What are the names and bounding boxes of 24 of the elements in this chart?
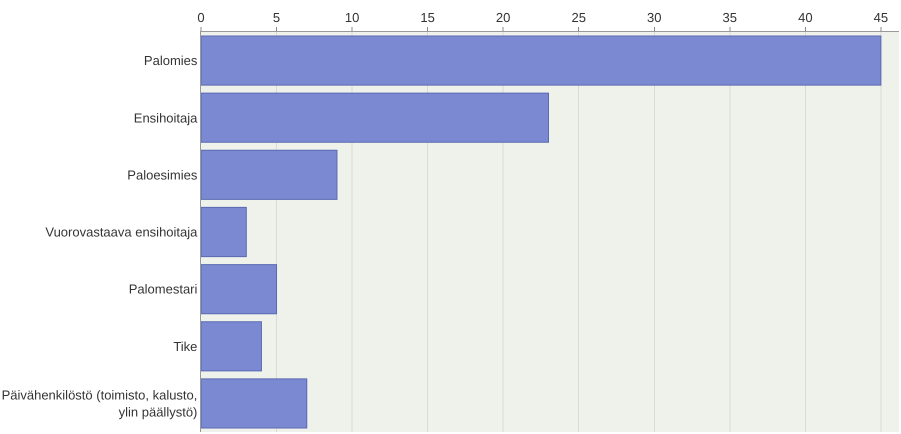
y-tick-label: Palomies (144, 53, 198, 68)
bar (201, 92, 549, 143)
x-tick-label: 40 (798, 10, 813, 25)
x-tick-label: 25 (571, 10, 586, 25)
y-tick-label: Tike (173, 338, 198, 354)
bar (201, 206, 247, 258)
y-tick-label: Ensihoitaja (134, 110, 198, 126)
bar (201, 321, 262, 372)
bar (201, 264, 278, 314)
x-tick-label: 20 (496, 10, 510, 25)
x-tick-label: 10 (344, 10, 360, 25)
bar (201, 378, 308, 428)
x-tick-label: 5 (272, 10, 280, 25)
x-tick-label: 30 (647, 10, 662, 25)
y-tick-label: Palomestari (128, 282, 198, 297)
y-tick-label: Päivähenkilöstö (toimisto, kalusto, ylin päällystö) (2, 388, 198, 420)
y-tick-label: Paloesimies (127, 167, 198, 182)
bar (201, 150, 338, 200)
y-tick-label: Vuorovastaava ensihoitaja (45, 224, 198, 240)
x-tick-label: 0 (197, 10, 205, 25)
x-tick-label: 15 (420, 10, 435, 25)
x-tick-label: 35 (722, 10, 738, 25)
bar (201, 36, 882, 86)
x-tick-label: 45 (874, 10, 888, 25)
